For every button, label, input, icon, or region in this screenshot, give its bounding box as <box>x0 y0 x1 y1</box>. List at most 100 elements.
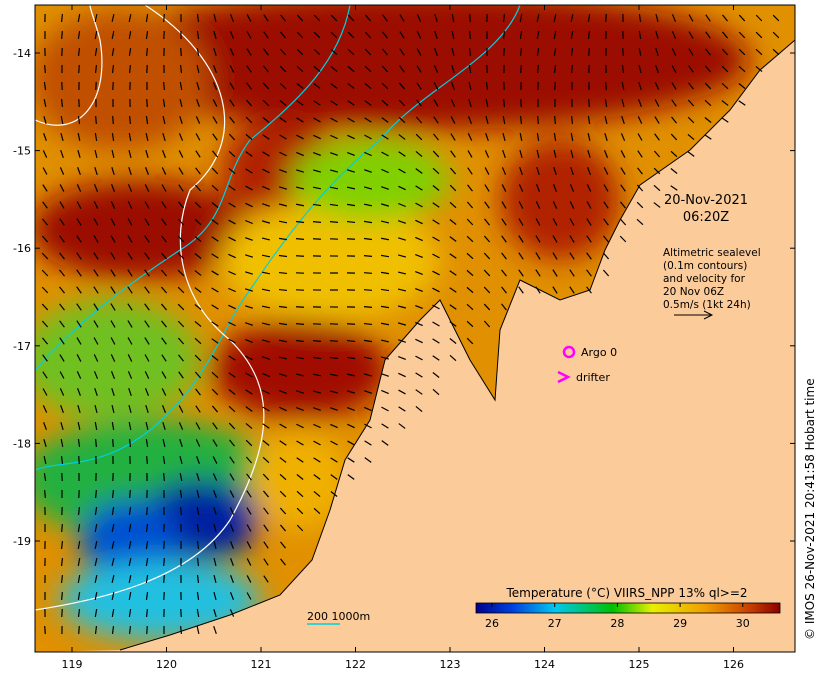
velocity-arrow <box>380 254 390 258</box>
velocity-arrow <box>296 48 304 56</box>
velocity-arrow <box>196 506 200 516</box>
velocity-arrow <box>59 303 65 311</box>
velocity-arrow <box>755 65 763 73</box>
velocity-arrow <box>586 218 592 226</box>
x-tick-label: 126 <box>723 658 744 671</box>
velocity-arrow <box>279 524 287 532</box>
velocity-arrow <box>296 490 304 498</box>
velocity-arrow <box>59 184 65 192</box>
velocity-arrow <box>278 220 288 224</box>
velocity-arrow <box>230 541 234 549</box>
x-tick-label: 121 <box>251 658 272 671</box>
velocity-arrow <box>145 523 149 533</box>
velocity-arrow <box>179 81 183 91</box>
velocity-arrow <box>278 203 288 207</box>
velocity-arrow <box>755 14 763 22</box>
velocity-arrow <box>128 167 132 175</box>
velocity-arrow <box>329 221 339 223</box>
velocity-arrow <box>127 201 133 209</box>
velocity-arrow <box>380 305 390 309</box>
velocity-arrow <box>432 388 440 396</box>
velocity-arrow <box>177 269 185 277</box>
velocity-arrow <box>163 13 165 23</box>
velocity-arrow <box>432 236 440 242</box>
velocity-arrow <box>76 337 82 345</box>
velocity-arrow <box>398 134 406 140</box>
map-frame <box>34 4 796 653</box>
velocity-arrow <box>552 218 558 226</box>
velocity-arrow <box>466 218 474 226</box>
velocity-arrow <box>449 338 457 344</box>
velocity-arrow <box>381 65 389 73</box>
velocity-arrow <box>705 48 711 56</box>
velocity-arrow <box>653 150 661 158</box>
velocity-arrow <box>93 320 99 328</box>
velocity-arrow <box>432 219 440 225</box>
velocity-arrow <box>262 151 270 157</box>
velocity-arrow <box>466 337 474 345</box>
velocity-arrow <box>721 65 729 73</box>
velocity-arrow <box>552 201 558 209</box>
velocity-arrow <box>296 65 304 73</box>
velocity-arrow <box>245 288 253 292</box>
velocity-arrow <box>704 117 712 123</box>
velocity-arrow <box>212 473 218 481</box>
velocity-arrow <box>144 218 150 226</box>
velocity-arrow <box>263 524 269 532</box>
velocity-arrow <box>296 169 304 173</box>
velocity-arrow <box>110 269 116 277</box>
velocity-arrow <box>313 457 321 463</box>
velocity-arrow <box>364 31 372 39</box>
velocity-arrow <box>196 30 200 40</box>
velocity-arrow <box>246 524 252 532</box>
velocity-arrow <box>228 422 236 430</box>
velocity-arrow <box>59 286 65 294</box>
velocity-arrow <box>587 30 591 40</box>
velocity-arrow <box>60 132 64 142</box>
velocity-arrow <box>738 48 746 56</box>
y-axis-ticks: -14 -15 -16 -17 -18 -19 <box>13 47 795 548</box>
velocity-arrow <box>110 371 116 379</box>
velocity-arrow <box>364 117 372 123</box>
velocity-arrow <box>229 507 235 515</box>
velocity-arrow <box>346 238 356 240</box>
velocity-arrow <box>486 64 488 74</box>
velocity-arrow <box>363 356 373 360</box>
velocity-arrow <box>416 48 422 56</box>
velocity-arrow <box>569 286 575 294</box>
velocity-arrow <box>687 133 695 141</box>
velocity-arrow <box>518 235 524 243</box>
velocity-arrow <box>279 390 287 394</box>
velocity-arrow <box>502 13 506 23</box>
velocity-arrow <box>77 149 81 159</box>
velocity-arrow <box>312 169 322 173</box>
velocity-arrow <box>44 64 46 74</box>
velocity-arrow <box>42 354 48 362</box>
velocity-arrow <box>502 132 506 142</box>
sealevel-legend: Altimetric sealevel (0.1m contours) and … <box>663 247 761 320</box>
velocity-arrow <box>245 133 253 141</box>
velocity-arrow <box>196 13 200 23</box>
velocity-arrow <box>313 117 321 123</box>
velocity-arrow <box>279 373 287 377</box>
velocity-arrow <box>772 31 780 39</box>
velocity-arrow <box>110 201 116 209</box>
velocity-arrow <box>128 388 132 396</box>
velocity-arrow <box>738 31 746 39</box>
velocity-arrow <box>261 271 271 275</box>
velocity-arrow <box>313 100 321 106</box>
velocity-arrow <box>262 372 270 378</box>
velocity-arrow <box>161 201 167 209</box>
velocity-arrow <box>111 132 115 142</box>
velocity-arrow <box>380 356 390 360</box>
velocity-arrow <box>41 337 49 345</box>
velocity-arrow <box>229 456 235 464</box>
velocity-arrow <box>145 421 149 431</box>
velocity-arrow <box>127 269 133 277</box>
velocity-arrow <box>279 406 287 412</box>
velocity-arrow <box>569 235 575 243</box>
velocity-arrow <box>330 474 338 480</box>
velocity-arrow <box>363 220 373 224</box>
velocity-arrow <box>43 133 47 141</box>
velocity-arrow <box>295 238 305 240</box>
